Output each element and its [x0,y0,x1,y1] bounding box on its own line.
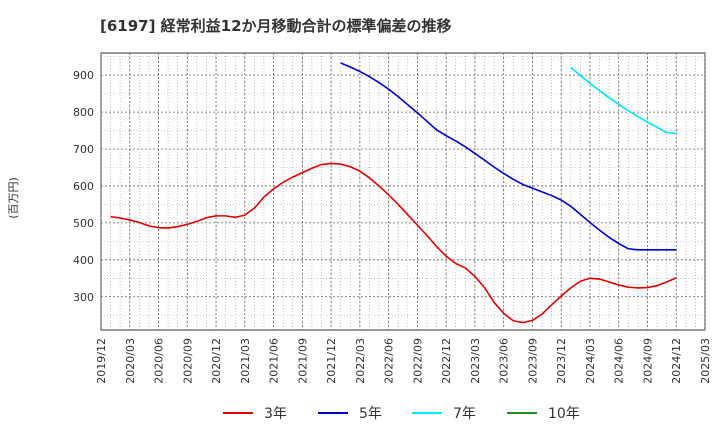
plot-frame [100,52,706,331]
legend-label: 5年 [359,406,382,422]
x-tick-label: 2022/06 [383,338,396,384]
x-tick-label: 2022/12 [440,338,453,384]
x-tick-label: 2021/09 [296,338,309,384]
series-line [110,162,677,324]
x-tick-label: 2020/03 [124,338,137,384]
x-tick-label: 2021/12 [325,338,338,384]
legend-label: 3年 [264,406,287,422]
x-tick-label: 2023/06 [498,338,511,384]
series-line [340,62,677,251]
x-tick-label: 2023/12 [555,338,568,384]
x-tick-label: 2024/06 [613,338,626,384]
y-tick-label: 400 [73,254,94,267]
x-tick-label: 2020/06 [153,338,166,384]
series-line [570,66,677,135]
x-tick-label: 2021/03 [239,338,252,384]
y-tick-label: 700 [73,143,94,156]
y-tick-label: 600 [73,180,94,193]
x-tick-label: 2020/12 [210,338,223,384]
legend-label: 7年 [453,406,476,422]
x-tick-label: 2024/03 [584,338,597,384]
x-tick-label: 2021/06 [268,338,281,384]
x-tick-label: 2022/09 [411,338,424,384]
x-tick-label: 2025/03 [699,338,712,384]
x-tick-label: 2023/09 [526,338,539,384]
chart-title: [6197] 経常利益12か月移動合計の標準偏差の推移 [100,17,452,35]
y-tick-label: 300 [73,291,94,304]
x-tick-label: 2024/12 [670,338,683,384]
x-tick-label: 2022/03 [354,338,367,384]
x-tick-label: 2023/03 [469,338,482,384]
x-tick-label: 2024/09 [641,338,654,384]
y-tick-label: 500 [73,217,94,230]
legend: 3年 5年 7年 10年 [223,406,580,422]
x-tick-label: 2020/09 [181,338,194,384]
legend-label: 10年 [548,406,580,422]
y-tick-label: 800 [73,106,94,119]
plot-area: 300 400 500 600 700 800 900 2019/12 2020/03 2020/… [73,52,712,384]
y-tick-label: 900 [73,69,94,82]
x-tick-label: 2019/12 [95,338,108,384]
y-axis-label: (百万円) [7,177,20,219]
